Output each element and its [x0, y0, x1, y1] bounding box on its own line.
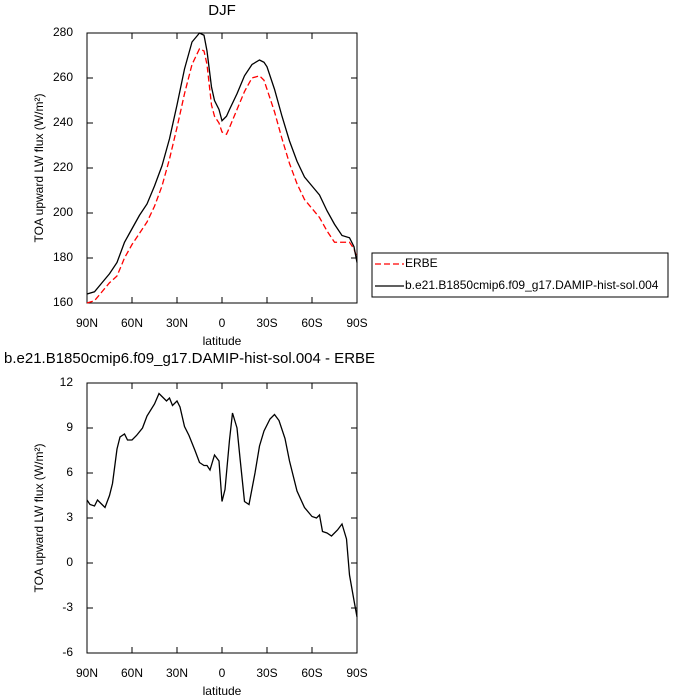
y-tick-label: 260: [53, 70, 73, 84]
chart-title: b.e21.B1850cmip6.f09_g17.DAMIP-hist-sol.…: [4, 350, 375, 367]
data-line: [86, 32, 358, 295]
y-tick-label: 3: [66, 510, 73, 524]
data-line: [86, 392, 358, 618]
y-tick-label: 12: [60, 375, 74, 389]
x-axis-label: latitude: [203, 684, 242, 698]
y-tick-label: -6: [62, 645, 73, 659]
x-tick-label: 60S: [301, 666, 322, 680]
y-tick-label: 0: [66, 555, 73, 569]
x-tick-label: 90S: [346, 316, 367, 330]
x-tick-label: 90N: [76, 316, 98, 330]
x-tick-label: 30N: [166, 666, 188, 680]
x-axis-label: latitude: [203, 334, 242, 348]
y-tick-label: 180: [53, 250, 73, 264]
x-tick-label: 30S: [256, 666, 277, 680]
x-tick-label: 30N: [166, 316, 188, 330]
x-tick-label: 60S: [301, 316, 322, 330]
y-tick-label: 6: [66, 465, 73, 479]
y-axis-label: TOA upward LW flux (W/m²): [32, 444, 46, 593]
legend-box: [371, 252, 669, 298]
y-tick-label: 280: [53, 25, 73, 39]
y-tick-label: 160: [53, 295, 73, 309]
x-tick-label: 0: [219, 316, 226, 330]
legend-label: ERBE: [405, 256, 438, 270]
data-line: [86, 47, 358, 304]
x-tick-label: 60N: [121, 666, 143, 680]
x-tick-label: 90N: [76, 666, 98, 680]
plot-frame: [86, 32, 358, 304]
y-tick-label: 220: [53, 160, 73, 174]
y-tick-label: 9: [66, 420, 73, 434]
x-tick-label: 60N: [121, 316, 143, 330]
x-tick-label: 30S: [256, 316, 277, 330]
y-tick-label: -3: [62, 600, 73, 614]
x-tick-label: 90S: [346, 666, 367, 680]
y-tick-label: 240: [53, 115, 73, 129]
y-tick-label: 200: [53, 205, 73, 219]
legend-label: b.e21.B1850cmip6.f09_g17.DAMIP-hist-sol.…: [405, 278, 659, 292]
y-axis-label: TOA upward LW flux (W/m²): [32, 94, 46, 243]
chart-title: DJF: [208, 2, 236, 19]
x-tick-label: 0: [219, 666, 226, 680]
